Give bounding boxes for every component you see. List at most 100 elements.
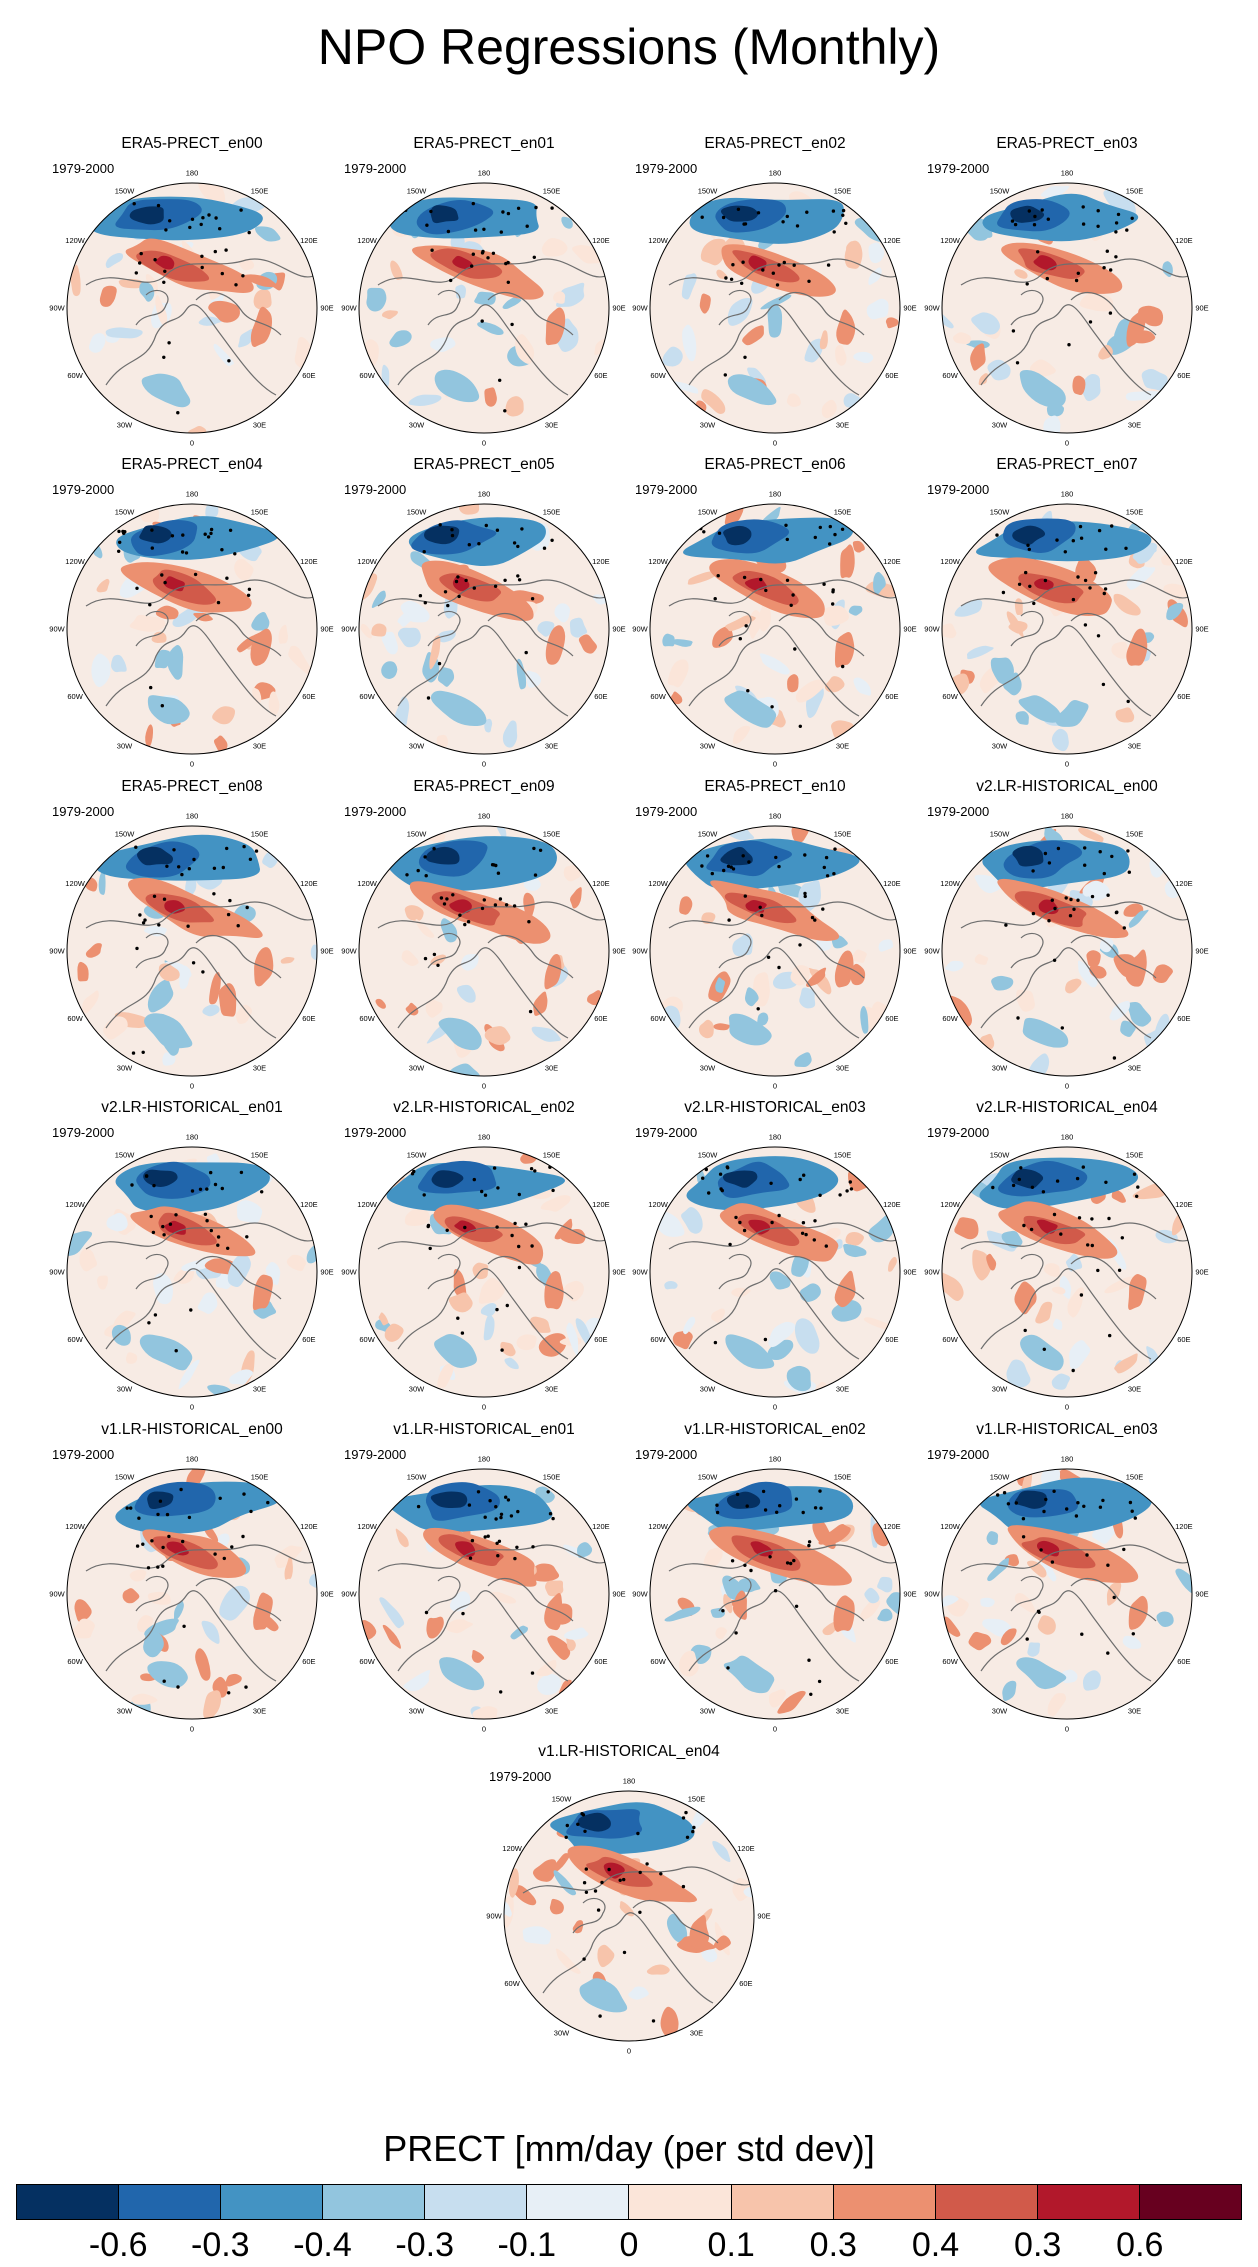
anomaly-patch — [662, 346, 683, 367]
negative-max — [1011, 1168, 1044, 1189]
stipple-dot — [1028, 584, 1032, 588]
negative-max — [726, 1491, 761, 1509]
anomaly-patch — [1014, 269, 1028, 279]
longitude-label: 30W — [992, 420, 1008, 429]
anomaly-patch — [1126, 566, 1156, 590]
longitude-label: 90E — [1195, 947, 1208, 956]
anomaly-patch — [205, 504, 219, 520]
longitude-label: 120W — [648, 1522, 669, 1531]
anomaly-patch — [74, 1599, 92, 1622]
stipple-dot — [1011, 329, 1016, 333]
significance-stipples — [699, 523, 845, 728]
stipple-dot — [813, 918, 817, 922]
stipple-dot — [600, 1880, 604, 1885]
stipple-dot — [218, 227, 222, 231]
anomaly-patch — [987, 1557, 1010, 1582]
longitude-label: 120W — [940, 1200, 961, 1209]
anomaly-patch — [79, 1248, 98, 1272]
map-border — [649, 825, 901, 1077]
anomaly-patch — [819, 330, 828, 350]
anomaly-patch — [509, 1868, 519, 1898]
stipple-dot — [684, 1810, 688, 1815]
stipple-dot — [482, 227, 486, 231]
negative-max — [577, 1812, 611, 1832]
anomaly-patch — [852, 540, 865, 553]
stipple-dot — [509, 1514, 514, 1518]
anomaly-patch — [537, 1674, 561, 1695]
stipple-dot — [225, 846, 229, 851]
anomaly-patch — [381, 310, 398, 320]
stipple-dot — [565, 1823, 569, 1828]
anomaly-patch — [98, 868, 106, 896]
polar-map: 180 150E 120E 90E 60E 30E 0 30W 60W 90W 120W 150W — [924, 1133, 1208, 1412]
anomaly-patch — [767, 1339, 794, 1360]
stipple-dot — [1053, 906, 1057, 911]
stipple-dot — [1112, 1056, 1117, 1060]
longitude-label: 30E — [545, 1063, 558, 1072]
atlantic-negative — [147, 1661, 188, 1688]
stipple-dot — [738, 1220, 742, 1225]
stipple-dot — [246, 593, 251, 597]
stipple-dot — [200, 254, 204, 258]
longitude-label: 120E — [300, 1522, 318, 1531]
map-panel: 180 150E 120E 90E 60E 30E 0 30W 60W 90W 120W 150W ER… — [629, 778, 921, 1090]
longitude-label: 30E — [1128, 741, 1141, 750]
stipple-dot — [1055, 1179, 1060, 1183]
polar-map: 180 150E 120E 90E 60E 30E 0 30W 60W 90W 120W 150W — [632, 1133, 916, 1412]
stipple-dot — [1050, 898, 1054, 902]
anomaly-patch — [401, 950, 419, 967]
atlantic-negative — [141, 373, 191, 408]
anomaly-patch — [1141, 369, 1168, 391]
stipple-dot — [480, 1189, 484, 1194]
longitude-label: 120W — [65, 879, 86, 888]
stipple-dot — [1126, 849, 1130, 853]
stipple-dot — [503, 578, 507, 582]
stipple-dot — [1071, 597, 1076, 602]
stipple-dot — [227, 1691, 231, 1695]
anomaly-patch — [477, 321, 504, 336]
stipple-dot — [803, 894, 807, 899]
anomaly-patch — [181, 1259, 213, 1272]
stipple-dot — [1098, 1505, 1103, 1509]
panel-title: v2.LR-HISTORICAL_en01 — [101, 1099, 283, 1116]
anomaly-patch — [944, 960, 964, 972]
anomaly-patch — [768, 1689, 786, 1708]
stipple-dot — [761, 268, 765, 272]
stipple-dot — [247, 230, 251, 235]
stipple-dot — [162, 1679, 166, 1683]
anomaly-patch — [1163, 583, 1189, 600]
anomaly-patch — [554, 603, 570, 623]
anomaly-patch — [553, 291, 566, 304]
map-border — [941, 1468, 1193, 1720]
stipple-dot — [705, 854, 710, 858]
stipple-dot — [734, 1631, 738, 1635]
stipple-dot — [239, 1170, 244, 1175]
longitude-label: 30W — [700, 741, 716, 750]
eurasia-positive — [834, 950, 854, 988]
longitude-label: 90E — [320, 947, 333, 956]
stipple-dot — [471, 252, 475, 256]
anomaly-patch — [99, 285, 117, 307]
anomaly-patch — [425, 999, 443, 1018]
stipple-dot — [720, 1188, 724, 1193]
stipple-dot — [1130, 1509, 1134, 1513]
stipple-dot — [826, 263, 831, 267]
stipple-dot — [456, 575, 460, 579]
stipple-dot — [845, 1189, 849, 1193]
longitude-label: 30W — [409, 1063, 425, 1072]
stipple-dot — [778, 1504, 782, 1508]
stipple-dot — [1019, 1166, 1023, 1170]
map-panel: 180 150E 120E 90E 60E 30E 0 30W 60W 90W 120W 150W v1… — [46, 1421, 338, 1733]
anomaly-patch — [1077, 960, 1098, 988]
stipple-dot — [463, 922, 467, 927]
map-panel: 180 150E 120E 90E 60E 30E 0 30W 60W 90W 120W 150W v1… — [338, 1421, 630, 1733]
stipple-dot — [437, 661, 442, 666]
stipple-dot — [495, 1225, 499, 1229]
stipple-dot — [1068, 914, 1073, 918]
stipple-dot — [157, 923, 161, 927]
stipple-dot — [659, 1872, 663, 1876]
anomaly-patch — [212, 706, 236, 725]
longitude-label: 120W — [940, 879, 961, 888]
anomaly-patch — [1122, 1635, 1142, 1649]
anomaly-patch — [122, 1588, 140, 1604]
